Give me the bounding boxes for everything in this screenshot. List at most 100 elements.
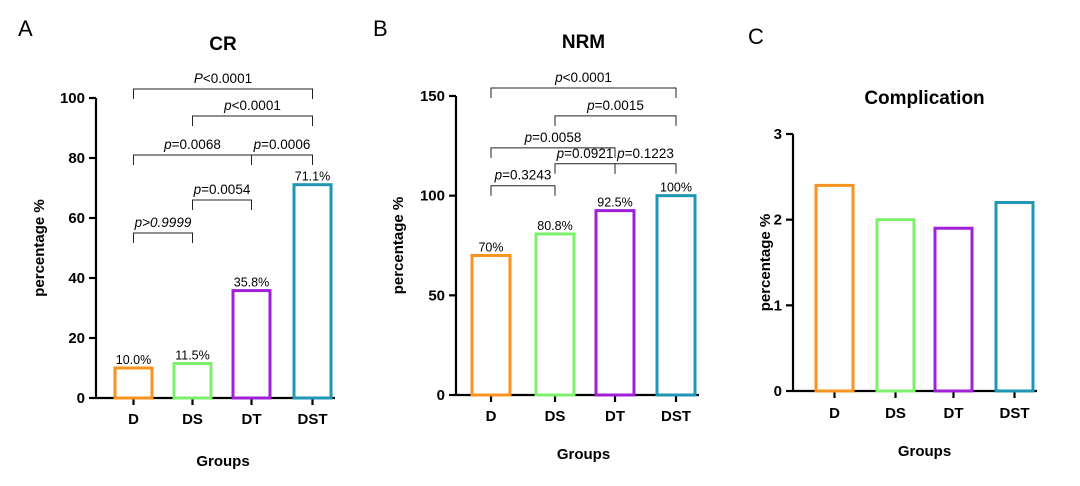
p-value-text: <0.0001 (232, 98, 281, 113)
p-value-text: =0.0921 (564, 146, 613, 161)
y-axis-label: percentage % (390, 197, 407, 295)
p-value-label: p=0.0068 (163, 137, 221, 152)
x-tick-label: D (486, 408, 497, 425)
p-symbol: p (193, 182, 202, 197)
comparison-bracket (192, 199, 252, 210)
p-symbol: p (616, 146, 625, 161)
y-tick-label: 2 (774, 212, 782, 229)
p-value-text: =0.0058 (532, 130, 581, 145)
x-tick-label: DS (545, 408, 566, 425)
p-value-text: =0.0006 (261, 137, 310, 152)
panel-letter: C (748, 24, 764, 49)
x-tick-label: DT (944, 405, 964, 422)
comparison-bracket (490, 185, 556, 196)
bar-ds (172, 362, 213, 400)
p-value-label: P<0.0001 (194, 71, 252, 86)
y-tick-label: 0 (437, 387, 445, 404)
p-symbol: p (223, 98, 232, 113)
y-axis-label: percentage % (757, 214, 774, 312)
data-label: 70% (478, 240, 503, 254)
data-label: 92.5% (597, 196, 632, 210)
data-label: 10.0% (116, 353, 151, 367)
p-value-label: p=0.0015 (586, 98, 644, 113)
panel-letter: B (373, 16, 388, 41)
y-tick-label: 100 (420, 188, 445, 205)
comparison-bracket (554, 163, 616, 174)
bar-dt (594, 209, 636, 397)
y-axis-label: percentage % (31, 199, 48, 297)
chart-title: NRM (562, 32, 605, 53)
data-label: 71.1% (295, 170, 330, 184)
bar-dst (994, 201, 1035, 393)
comparison-bracket (133, 154, 252, 165)
x-tick-label: D (128, 411, 139, 428)
p-symbol: p (554, 70, 563, 85)
bar-dt (933, 226, 974, 393)
p-value-label: p<0.0001 (554, 70, 612, 85)
bar-dt (231, 289, 272, 400)
panel-letter: A (18, 16, 33, 41)
p-value-label: p=0.0058 (524, 130, 582, 145)
data-label: 11.5% (175, 349, 210, 363)
y-tick-label: 3 (774, 126, 782, 143)
y-tick-label: 60 (68, 210, 85, 227)
y-tick-label: 40 (68, 270, 85, 287)
chart-panel-a: A CR 0 20 40 60 80 100 percentage % Groups D 10.0% D… (18, 16, 335, 470)
comparison-bracket (192, 115, 313, 126)
p-symbol: p (253, 137, 262, 152)
x-axis-label: Groups (196, 453, 249, 470)
x-tick-label: DS (885, 405, 906, 422)
data-label: 100% (660, 181, 692, 195)
comparison-bracket (490, 147, 616, 158)
y-tick-label: 150 (420, 88, 445, 105)
x-tick-label: DT (242, 411, 262, 428)
comparison-bracket (614, 163, 677, 174)
data-label: 35.8% (234, 276, 269, 290)
x-axis-label: Groups (898, 443, 951, 460)
p-value-text: <0.0001 (563, 70, 612, 85)
chart-panel-c: C Complication 0 1 2 3 percentage % Groups D DS DT… (748, 24, 1037, 460)
p-symbol: p (494, 168, 503, 183)
chart-title: CR (209, 34, 237, 55)
x-axis-label: Groups (557, 446, 610, 463)
comparison-bracket (133, 232, 193, 243)
comparison-bracket (554, 115, 677, 126)
y-tick-label: 1 (774, 297, 782, 314)
p-value-label: p<0.0001 (223, 98, 281, 113)
y-tick-label: 0 (774, 383, 782, 400)
p-symbol: P (194, 71, 203, 86)
x-tick-label: DST (298, 411, 328, 428)
p-value-label: p>0.9999 (134, 215, 192, 230)
y-tick-label: 100 (60, 90, 85, 107)
x-tick-label: D (829, 405, 840, 422)
comparison-bracket (251, 154, 313, 165)
p-value-label: p=0.0921 (556, 146, 614, 161)
p-value-text: =0.0015 (595, 98, 644, 113)
bar-d (470, 253, 512, 397)
p-value-label: p=0.3243 (494, 168, 552, 183)
chart-panel-b: B NRM 0 50 100 150 percentage % Groups D 70% DS 80.… (373, 16, 699, 463)
p-value-text: =0.0054 (201, 182, 251, 197)
chart-title: Complication (864, 88, 984, 109)
bar-ds (875, 218, 916, 393)
p-value-label: p=0.0054 (193, 182, 251, 197)
p-value-text: <0.0001 (203, 71, 252, 86)
p-symbol: p (163, 137, 172, 152)
x-tick-label: DST (1000, 405, 1030, 422)
comparison-bracket (490, 87, 677, 99)
p-value-text: =0.1223 (625, 146, 674, 161)
data-label: 80.8% (537, 219, 572, 233)
y-tick-label: 20 (68, 330, 85, 347)
p-value-text: =0.3243 (502, 168, 551, 183)
p-value-text: >0.9999 (142, 215, 192, 230)
bar-d (113, 366, 154, 400)
p-symbol: p (556, 146, 565, 161)
p-value-label: p=0.1223 (616, 146, 674, 161)
y-tick-label: 80 (68, 150, 85, 167)
p-symbol: p (134, 215, 143, 230)
bar-ds (534, 232, 576, 397)
x-tick-label: DS (182, 411, 203, 428)
p-symbol: p (524, 130, 533, 145)
bar-dst (292, 183, 333, 400)
